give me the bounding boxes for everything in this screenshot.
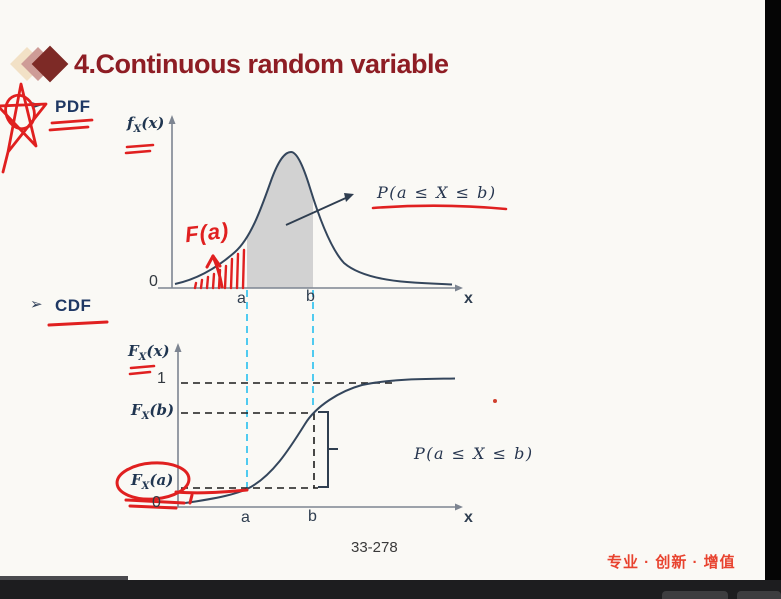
pdf-x-axis-label: x	[464, 290, 473, 307]
math-sub: X	[133, 124, 142, 135]
math-paren: (b)	[149, 401, 175, 419]
cdf-one-label: 1	[157, 370, 166, 387]
cdf-x-axis-label: x	[464, 509, 473, 526]
player-control-button[interactable]	[662, 591, 728, 599]
player-bottom-bar	[0, 580, 781, 599]
math-sub: X	[138, 352, 147, 363]
math-sub: X	[141, 411, 150, 422]
progress-bar-segment[interactable]	[0, 576, 128, 581]
math-base: f	[127, 114, 134, 132]
slide-title: 4.Continuous random variable	[74, 49, 449, 79]
arrow-bullet-icon: ➢	[30, 97, 43, 114]
cdf-curve	[184, 377, 456, 504]
handwritten-fa-annotation: F(a)	[183, 217, 231, 248]
pdf-y-axis-arrow	[168, 115, 176, 124]
red-underline	[47, 320, 109, 327]
page-number: 33-278	[351, 539, 398, 556]
cdf-origin-label: 0	[152, 494, 161, 511]
red-dot	[493, 399, 497, 403]
pdf-b-tick-label: b	[306, 288, 315, 305]
red-double-underline	[48, 118, 94, 132]
red-underline	[371, 204, 508, 211]
math-paren: (a)	[149, 471, 174, 489]
pdf-probability-label: P(a ≤ X ≤ b)	[377, 183, 497, 202]
cdf-y-axis-arrow	[174, 343, 182, 352]
math-base: F	[131, 401, 142, 419]
arrow-bullet-icon: ➢	[30, 296, 43, 313]
pdf-y-axis-label: fX(x)	[127, 114, 164, 135]
cdf-y-axis-label: FX(x)	[128, 342, 170, 363]
cdf-x-axis-arrow	[455, 503, 463, 511]
red-hand-arrow	[205, 254, 224, 289]
cdf-b-tick-label: b	[308, 508, 317, 525]
math-base: F	[131, 471, 142, 489]
math-sub: X	[141, 481, 150, 492]
cdf-heading: CDF	[55, 296, 92, 315]
pdf-a-tick-label: a	[237, 290, 246, 307]
red-double-underline	[128, 364, 156, 376]
pdf-x-axis-arrow	[455, 284, 463, 292]
pdf-pointer-arrowhead	[344, 193, 354, 202]
red-hatch-marks	[193, 248, 246, 290]
footer-slogan: 专业 · 创新 · 增值	[607, 554, 736, 571]
pdf-origin-label: 0	[149, 273, 158, 290]
presentation-slide: 4.Continuous random variable ➢ PDF ➢ CDF	[0, 0, 765, 580]
cdf-probability-label: P(a ≤ X ≤ b)	[414, 444, 534, 463]
red-double-underline	[124, 143, 155, 155]
player-control-button[interactable]	[737, 591, 781, 599]
pdf-shaded-area	[247, 152, 313, 288]
pdf-pointer-arrow	[285, 196, 349, 226]
math-paren: (x)	[141, 114, 165, 132]
cdf-fa-label: FX(a)	[131, 471, 173, 492]
diagram-graphics	[0, 82, 508, 511]
red-scribble	[124, 488, 249, 510]
pdf-heading: PDF	[55, 97, 91, 116]
math-paren: (x)	[146, 342, 170, 360]
difference-bracket	[318, 411, 338, 488]
math-base: F	[128, 342, 139, 360]
cdf-fb-label: FX(b)	[131, 401, 174, 422]
cdf-a-tick-label: a	[241, 509, 250, 526]
